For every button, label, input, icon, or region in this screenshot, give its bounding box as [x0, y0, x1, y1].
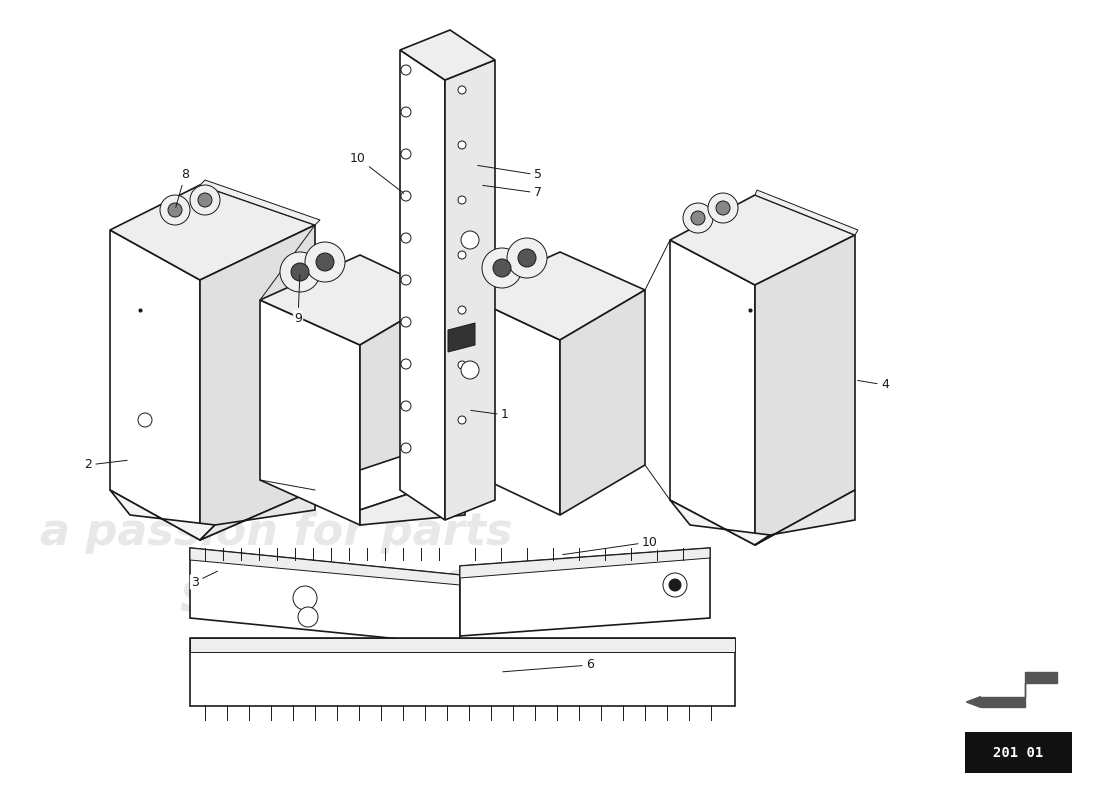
Polygon shape: [400, 50, 446, 520]
Polygon shape: [190, 638, 735, 706]
Polygon shape: [980, 672, 1057, 707]
Polygon shape: [670, 240, 755, 545]
Circle shape: [293, 586, 317, 610]
Polygon shape: [560, 290, 645, 515]
Circle shape: [402, 233, 411, 243]
Text: 8: 8: [176, 169, 189, 207]
Circle shape: [280, 252, 320, 292]
Text: 10: 10: [350, 151, 404, 194]
Polygon shape: [460, 548, 710, 636]
Polygon shape: [110, 230, 200, 540]
Polygon shape: [446, 60, 495, 520]
Circle shape: [402, 191, 411, 201]
Polygon shape: [260, 255, 446, 345]
FancyBboxPatch shape: [955, 666, 1082, 782]
Circle shape: [691, 211, 705, 225]
Polygon shape: [360, 475, 465, 525]
Circle shape: [716, 201, 730, 215]
Circle shape: [708, 193, 738, 223]
Circle shape: [402, 107, 411, 117]
Polygon shape: [200, 490, 315, 540]
Circle shape: [402, 317, 411, 327]
Polygon shape: [190, 548, 460, 585]
Polygon shape: [260, 300, 360, 525]
Polygon shape: [360, 435, 465, 510]
Circle shape: [168, 203, 182, 217]
Circle shape: [458, 361, 466, 369]
Circle shape: [458, 306, 466, 314]
Circle shape: [402, 401, 411, 411]
Circle shape: [402, 359, 411, 369]
Circle shape: [402, 443, 411, 453]
Text: 5: 5: [477, 166, 542, 182]
Text: 9: 9: [294, 274, 301, 325]
Text: a passion for parts: a passion for parts: [40, 511, 513, 554]
Polygon shape: [465, 295, 560, 515]
Circle shape: [402, 275, 411, 285]
Circle shape: [292, 263, 309, 281]
Circle shape: [458, 86, 466, 94]
Polygon shape: [200, 180, 320, 225]
Text: 7: 7: [483, 186, 542, 199]
Polygon shape: [465, 252, 645, 340]
Circle shape: [458, 416, 466, 424]
Text: 4: 4: [858, 378, 889, 391]
Polygon shape: [755, 235, 855, 545]
Polygon shape: [360, 295, 446, 525]
Bar: [965, 732, 1072, 774]
Text: europ: europ: [150, 330, 584, 457]
Text: 2: 2: [84, 458, 128, 471]
Text: 1: 1: [471, 409, 509, 422]
Circle shape: [461, 231, 478, 249]
Circle shape: [138, 413, 152, 427]
Circle shape: [160, 195, 190, 225]
Polygon shape: [110, 185, 315, 280]
Circle shape: [402, 65, 411, 75]
Text: 10: 10: [563, 535, 658, 554]
Polygon shape: [190, 638, 735, 652]
Circle shape: [458, 196, 466, 204]
Circle shape: [493, 259, 512, 277]
Circle shape: [402, 149, 411, 159]
Circle shape: [482, 248, 522, 288]
Circle shape: [461, 361, 478, 379]
Polygon shape: [200, 225, 315, 540]
Circle shape: [663, 573, 688, 597]
Text: 3: 3: [191, 571, 218, 589]
Text: since 1985: since 1985: [180, 568, 516, 622]
Circle shape: [458, 141, 466, 149]
Circle shape: [316, 253, 334, 271]
Polygon shape: [755, 490, 855, 545]
Circle shape: [190, 185, 220, 215]
Circle shape: [198, 193, 212, 207]
Polygon shape: [460, 548, 710, 578]
Circle shape: [298, 607, 318, 627]
Circle shape: [669, 579, 681, 591]
Circle shape: [683, 203, 713, 233]
Text: 6: 6: [503, 658, 594, 672]
Polygon shape: [110, 490, 214, 540]
Circle shape: [518, 249, 536, 267]
Circle shape: [458, 251, 466, 259]
Polygon shape: [670, 195, 855, 285]
Circle shape: [507, 238, 547, 278]
Polygon shape: [448, 323, 475, 352]
Text: 201 01: 201 01: [993, 746, 1044, 760]
Polygon shape: [190, 548, 460, 645]
Polygon shape: [755, 190, 858, 235]
Circle shape: [305, 242, 345, 282]
Polygon shape: [400, 30, 495, 80]
Polygon shape: [966, 697, 980, 707]
Polygon shape: [670, 500, 770, 545]
